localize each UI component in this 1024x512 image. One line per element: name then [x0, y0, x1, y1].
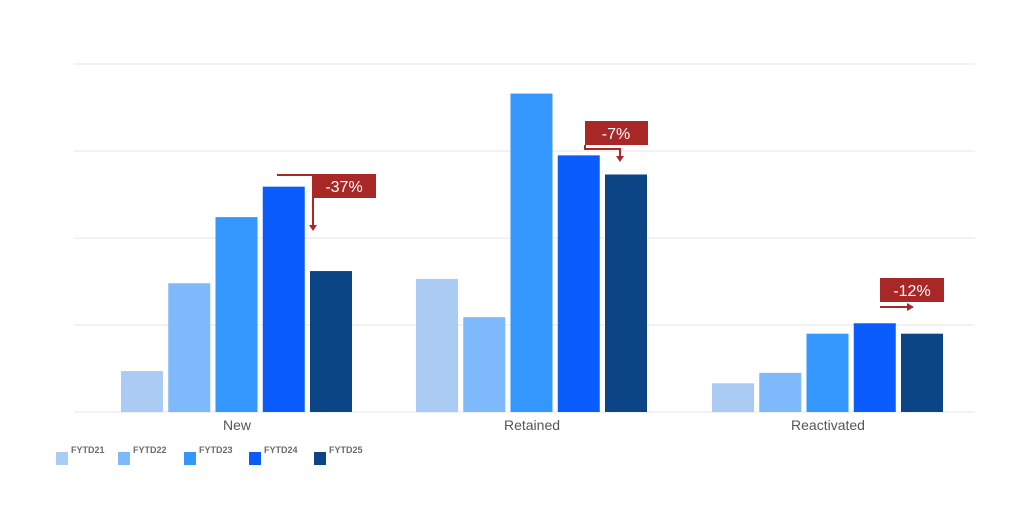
- bar-retained-fytd21: [416, 278, 458, 412]
- legend: FYTD21 FYTD22 FYTD23 FYTD24 FYTD25: [56, 445, 363, 465]
- bar-new-fytd24: [262, 186, 305, 412]
- callout-box-reactivated: [880, 278, 944, 302]
- bar-retained-fytd22: [463, 317, 506, 412]
- callout-label-retained: -7%: [602, 126, 630, 143]
- callout-reactivated: -12%: [880, 278, 944, 311]
- callout-retained: -7%: [584, 121, 648, 162]
- legend-item-fytd21: FYTD21: [56, 445, 105, 465]
- legend-item-fytd25: FYTD25: [314, 445, 363, 465]
- bar-reactivated-fytd23: [806, 333, 849, 412]
- callout-arrowhead-retained: [616, 156, 624, 162]
- category-label-new: New: [223, 417, 252, 433]
- bar-new-fytd23: [215, 217, 258, 412]
- legend-swatch-fytd21: [56, 452, 68, 465]
- bar-reactivated-fytd24: [853, 323, 896, 412]
- legend-label-fytd22: FYTD22: [133, 445, 167, 455]
- legend-label-fytd23: FYTD23: [199, 445, 233, 455]
- bar-new-fytd21: [121, 371, 163, 412]
- legend-swatch-fytd24: [249, 452, 261, 465]
- bar-reactivated-fytd21: [712, 383, 754, 412]
- callout-box-new: [312, 174, 376, 198]
- category-label-reactivated: Reactivated: [791, 417, 865, 433]
- legend-label-fytd24: FYTD24: [264, 445, 298, 455]
- legend-label-fytd25: FYTD25: [329, 445, 363, 455]
- callout-box-retained: [585, 121, 648, 145]
- callout-label-new: -37%: [325, 179, 362, 196]
- callout-arrow-new: [277, 174, 314, 226]
- bar-new-fytd25: [310, 271, 352, 412]
- legend-swatch-fytd25: [314, 452, 326, 465]
- bars: [121, 93, 943, 412]
- bar-retained-fytd23: [510, 93, 553, 412]
- callout-label-reactivated: -12%: [893, 283, 930, 300]
- legend-swatch-fytd23: [184, 452, 196, 465]
- legend-item-fytd24: FYTD24: [249, 445, 298, 465]
- bar-reactivated-fytd22: [759, 372, 802, 412]
- callout-arrowhead-reactivated: [907, 303, 914, 311]
- category-labels: New Retained Reactivated: [223, 417, 865, 433]
- callout-arrowhead-new: [309, 225, 317, 231]
- callout-new: -37%: [277, 174, 376, 231]
- callout-arrow-retained: [584, 145, 621, 156]
- callouts: -37% -7% -12%: [277, 121, 944, 311]
- bar-reactivated-fytd25: [901, 333, 943, 412]
- bar-retained-fytd25: [605, 174, 647, 412]
- legend-swatch-fytd22: [118, 452, 130, 465]
- legend-label-fytd21: FYTD21: [71, 445, 105, 455]
- legend-item-fytd23: FYTD23: [184, 445, 233, 465]
- category-label-retained: Retained: [504, 417, 560, 433]
- bar-retained-fytd24: [557, 155, 600, 412]
- bar-new-fytd22: [168, 283, 211, 412]
- legend-item-fytd22: FYTD22: [118, 445, 167, 465]
